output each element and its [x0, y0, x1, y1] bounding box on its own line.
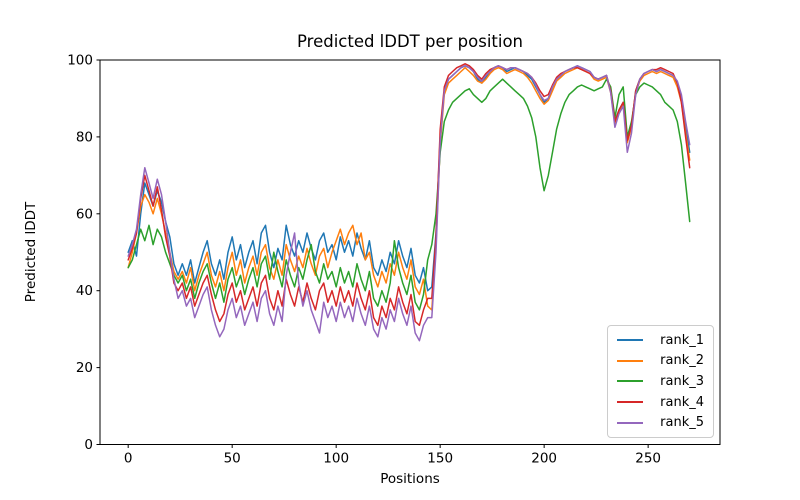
legend-item-rank-1: rank_1: [617, 330, 704, 350]
y-tick-label: 100: [67, 53, 93, 69]
x-tick-label: 100: [323, 451, 349, 467]
legend-line-swatch: [617, 421, 643, 424]
legend-line-swatch: [617, 401, 643, 404]
legend-line-swatch: [617, 339, 643, 342]
y-axis-label: Predicted lDDT: [23, 201, 39, 302]
legend: rank_1 rank_2 rank_3 rank_4 rank_5: [607, 325, 714, 438]
legend-label: rank_2: [660, 353, 704, 369]
y-tick-label: 60: [76, 206, 93, 222]
legend-item-rank-4: rank_4: [617, 392, 704, 412]
legend-line-swatch: [617, 359, 643, 362]
y-tick-label: 0: [84, 437, 93, 453]
legend-item-rank-2: rank_2: [617, 351, 704, 371]
x-axis-label: Positions: [380, 471, 440, 487]
series-line-rank_1: [127, 65, 691, 292]
x-tick-label: 200: [531, 451, 557, 467]
x-tick-label: 250: [635, 451, 661, 467]
legend-label: rank_1: [660, 332, 704, 348]
legend-label: rank_4: [660, 394, 704, 410]
y-tick-label: 40: [76, 283, 93, 299]
y-axis-ticks: 0 20 40 60 80 100: [67, 53, 100, 453]
series-line-rank_2: [127, 66, 691, 311]
chart-title: Predicted lDDT per position: [297, 32, 523, 51]
y-tick-label: 80: [76, 129, 93, 145]
x-tick-label: 50: [224, 451, 241, 467]
series-line-rank_3: [127, 78, 691, 311]
y-tick-label: 20: [76, 360, 93, 376]
x-tick-label: 150: [427, 451, 453, 467]
x-axis-ticks: 0 50 100 150 200 250: [124, 444, 661, 467]
legend-label: rank_5: [660, 415, 704, 431]
legend-item-rank-3: rank_3: [617, 371, 704, 391]
series-lines: [127, 63, 691, 342]
legend-label: rank_3: [660, 373, 704, 389]
series-line-rank_5: [127, 65, 691, 342]
legend-item-rank-5: rank_5: [617, 413, 704, 433]
x-tick-label: 0: [124, 451, 133, 467]
plot-frame: [99, 59, 721, 445]
legend-line-swatch: [617, 380, 643, 383]
